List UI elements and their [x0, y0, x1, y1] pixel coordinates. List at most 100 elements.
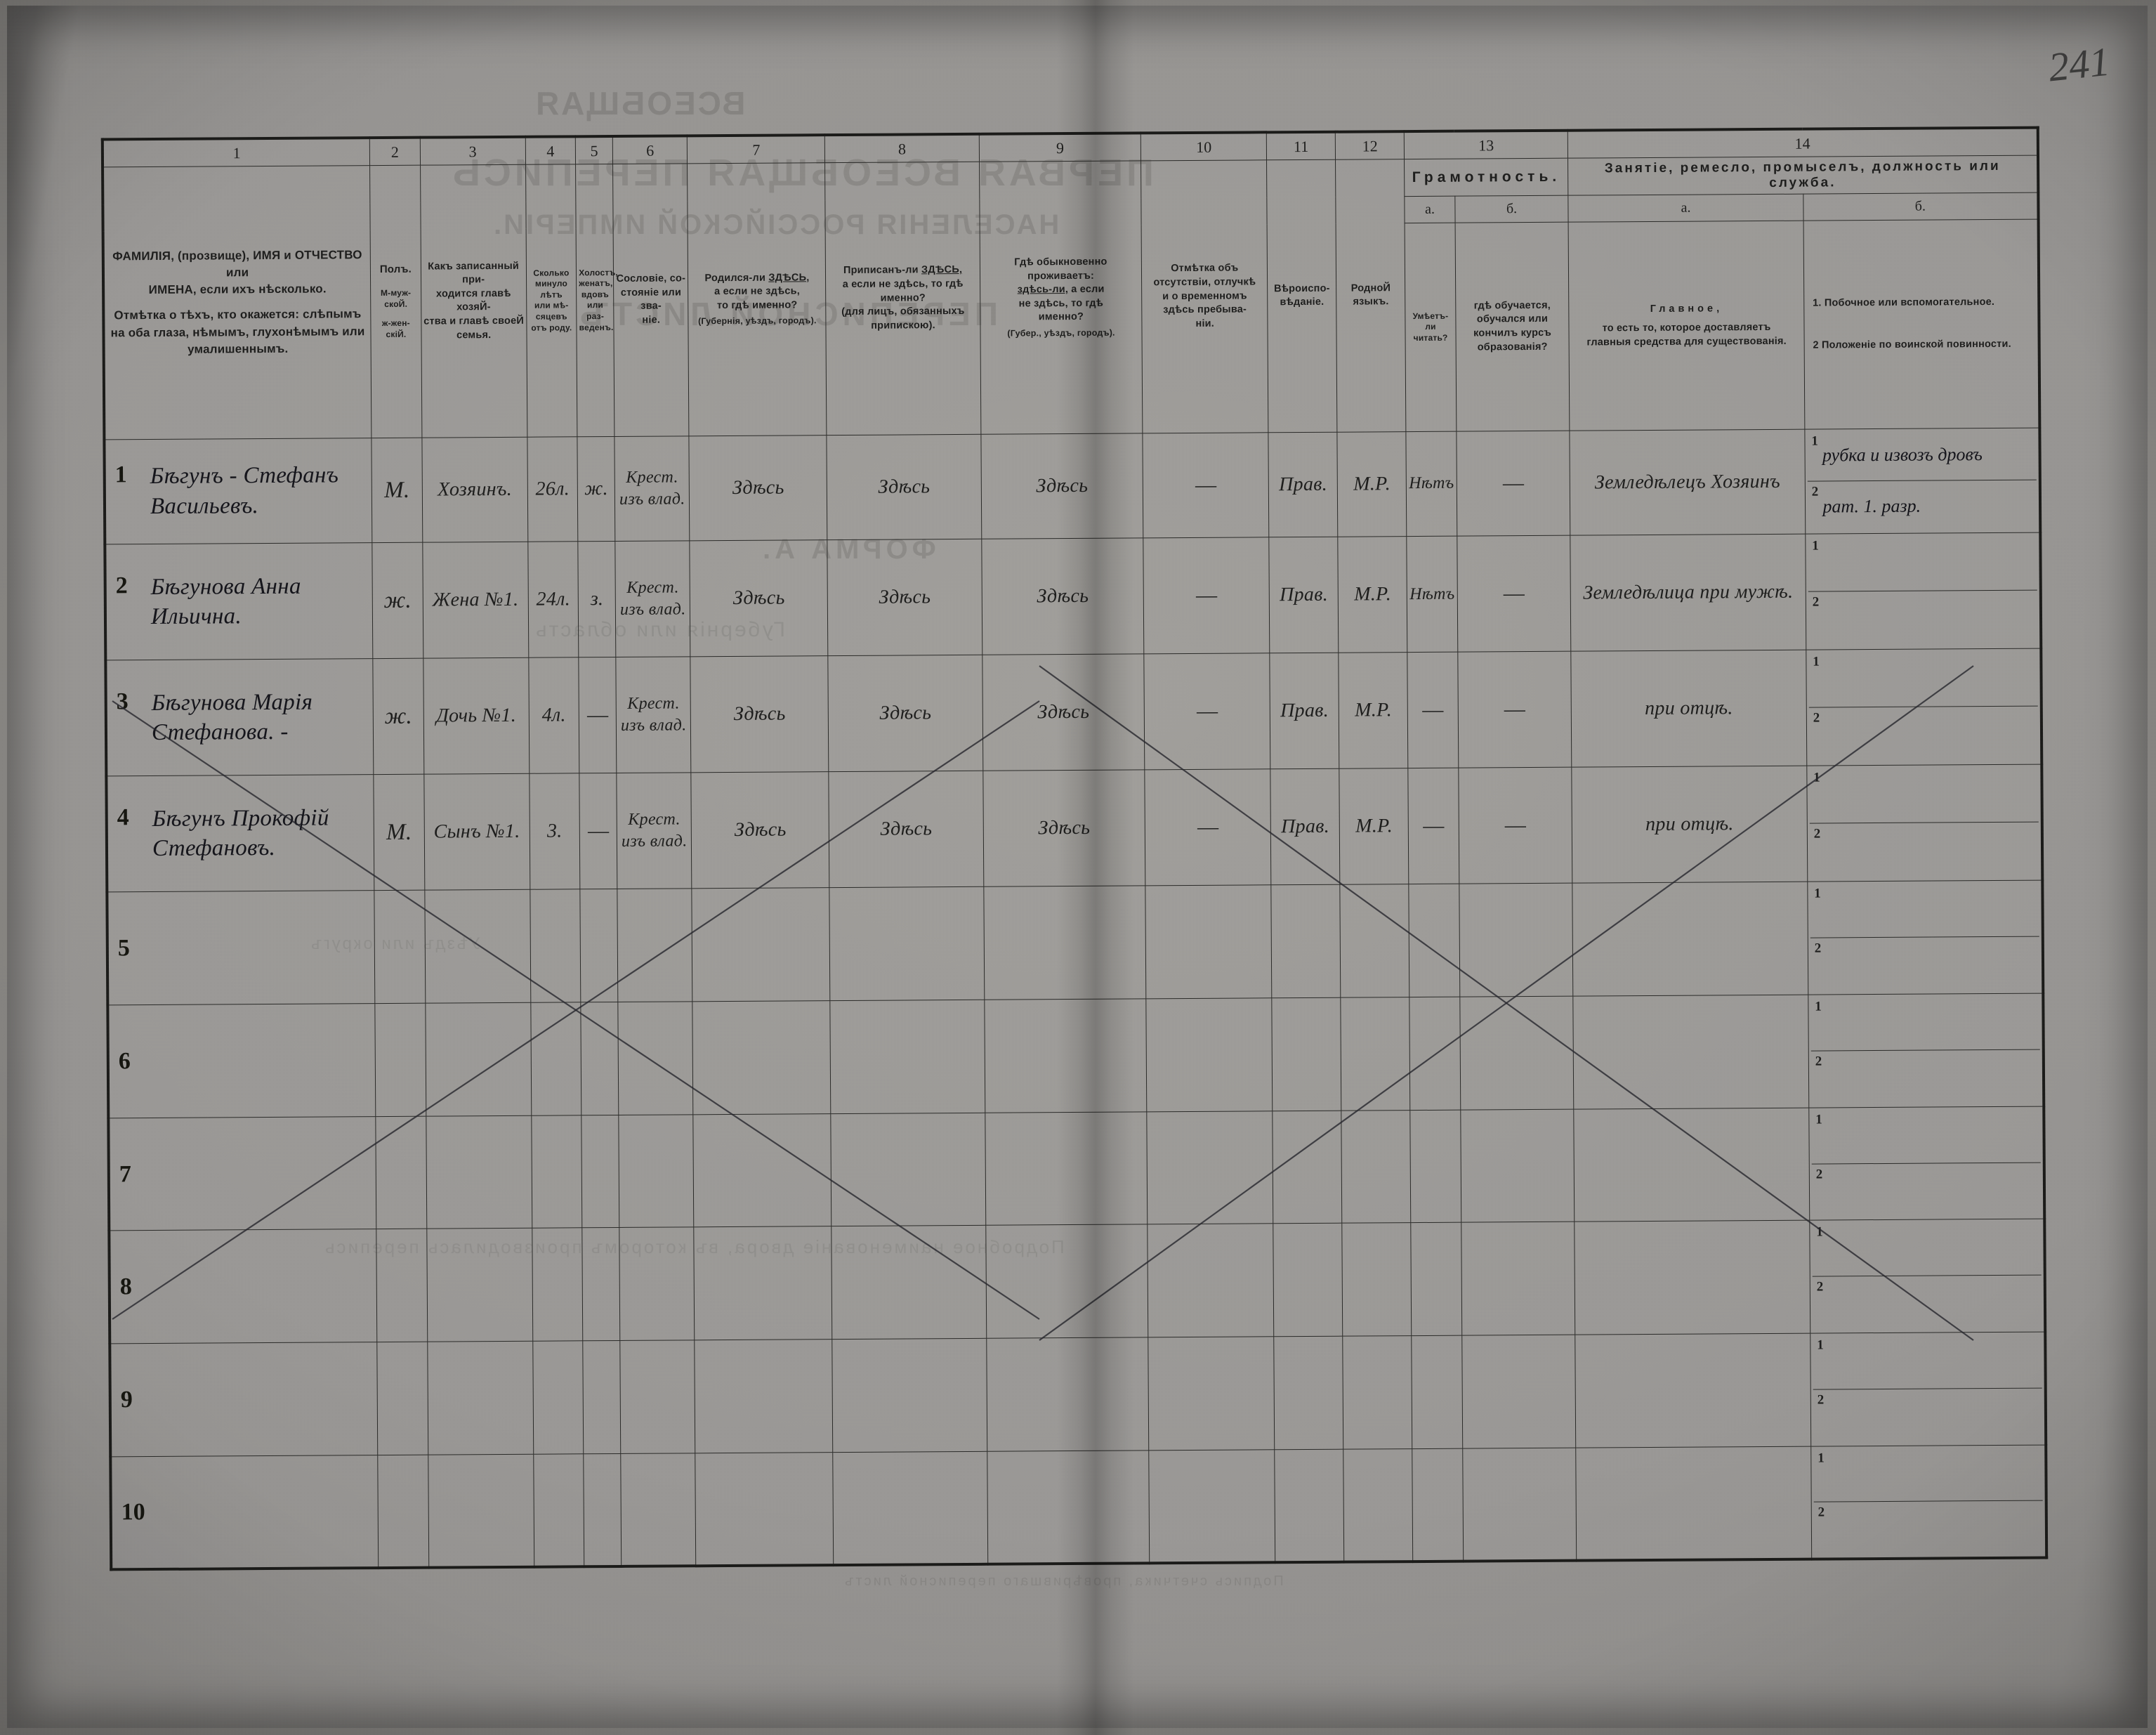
cell-relation[interactable] [427, 1341, 534, 1455]
cell-language[interactable] [1342, 1335, 1413, 1449]
cell-occupation-sub[interactable]: 1 2 [1806, 648, 2042, 766]
cell-religion[interactable] [1274, 1448, 1344, 1563]
cell-marital[interactable]: з. [578, 541, 617, 658]
cell-birthplace[interactable]: Здѣсь [689, 435, 828, 542]
cell-occupation-main[interactable] [1575, 1333, 1811, 1448]
cell-registration[interactable]: Здѣсь [827, 539, 982, 657]
cell-occupation-sub2[interactable]: 2 [1811, 1050, 2041, 1106]
cell-age[interactable] [530, 889, 581, 1003]
cell-literacy-b[interactable] [1461, 1335, 1577, 1448]
cell-occupation-main[interactable] [1573, 995, 1809, 1109]
cell-age[interactable] [533, 1453, 584, 1567]
cell-residence[interactable]: Здѣсь [982, 770, 1146, 887]
cell-language[interactable] [1341, 1110, 1412, 1224]
cell-age[interactable]: 24л. [527, 542, 579, 658]
cell-registration[interactable] [831, 1225, 987, 1340]
cell-registration[interactable] [830, 1000, 985, 1114]
cell-religion[interactable] [1272, 1110, 1343, 1224]
cell-sex[interactable] [376, 1342, 428, 1455]
cell-estate[interactable]: Крест. изъ влад. [615, 541, 691, 657]
cell-occupation-main[interactable] [1576, 1446, 1812, 1561]
cell-occupation-sub[interactable]: 1 рубка и извозъ дровъ 2 рат. 1. разр. [1804, 427, 2041, 535]
cell-language[interactable] [1343, 1448, 1413, 1562]
cell-sex[interactable]: ж. [372, 542, 423, 660]
cell-relation[interactable]: Хозяинъ. [421, 436, 528, 543]
cell-estate[interactable] [619, 1114, 695, 1228]
cell-occupation-sub[interactable]: 1 2 [1805, 532, 2042, 650]
cell-literacy-b[interactable] [1459, 883, 1574, 997]
cell-name[interactable]: 1 Бѣгунъ - Стефанъ Васильевъ. [104, 438, 373, 545]
cell-absence[interactable]: — [1143, 537, 1270, 655]
cell-language[interactable]: М.Р. [1339, 768, 1409, 885]
cell-occupation-sub1[interactable]: 1 [1812, 1221, 2042, 1277]
cell-residence[interactable]: Здѣсь [980, 433, 1144, 539]
cell-age[interactable]: 4л. [528, 657, 580, 774]
cell-religion[interactable]: Прав. [1270, 768, 1341, 886]
table-row[interactable]: 2 Бѣгунова Анна Ильична. ж. Жена №1. 24л… [105, 532, 2042, 661]
cell-occupation-sub[interactable]: 1 2 [1809, 1219, 2046, 1334]
cell-absence[interactable] [1148, 1224, 1274, 1337]
cell-birthplace[interactable]: Здѣсь [690, 540, 829, 657]
cell-relation[interactable] [425, 1002, 532, 1116]
cell-occupation-main[interactable]: при отцѣ. [1572, 766, 1808, 884]
cell-absence[interactable]: — [1144, 653, 1271, 771]
cell-occupation-main[interactable] [1575, 1220, 1810, 1335]
cell-name[interactable]: 9 [110, 1342, 378, 1457]
cell-religion[interactable]: Прав. [1268, 431, 1339, 538]
table-row[interactable]: 8 1 2 [109, 1219, 2046, 1344]
cell-occupation-sub1[interactable]: 1 [1810, 995, 2040, 1052]
cell-sex[interactable] [375, 1003, 426, 1117]
cell-literacy-b[interactable] [1461, 1222, 1576, 1336]
cell-relation[interactable] [424, 889, 531, 1004]
cell-absence[interactable] [1147, 1111, 1273, 1225]
cell-marital[interactable]: — [579, 773, 618, 890]
cell-estate[interactable] [620, 1340, 696, 1454]
cell-relation[interactable]: Дочь №1. [423, 657, 530, 775]
cell-occupation-sub[interactable]: 1 2 [1808, 993, 2044, 1108]
cell-registration[interactable]: Здѣсь [827, 433, 982, 541]
cell-occupation-sub1[interactable]: 1 [1813, 1333, 2042, 1390]
cell-sex[interactable] [376, 1229, 428, 1342]
cell-religion[interactable]: Прав. [1269, 653, 1340, 770]
cell-registration[interactable] [832, 1338, 987, 1453]
cell-registration[interactable]: Здѣсь [829, 771, 984, 889]
cell-estate[interactable]: Крест. изъ влад. [614, 436, 690, 542]
cell-literacy-a[interactable]: Нѣтъ [1406, 431, 1457, 537]
cell-sex[interactable] [377, 1454, 429, 1569]
cell-language[interactable] [1340, 884, 1410, 998]
cell-occupation-sub2[interactable]: 2 [1810, 937, 2040, 993]
cell-residence[interactable] [983, 886, 1147, 1000]
cell-estate[interactable]: Крест. изъ влад. [617, 773, 692, 889]
cell-registration[interactable] [833, 1451, 988, 1566]
cell-name[interactable]: 5 [107, 891, 376, 1006]
cell-age[interactable]: 26л. [527, 436, 579, 542]
cell-name[interactable]: 6 [107, 1003, 376, 1118]
cell-absence[interactable] [1146, 997, 1273, 1112]
cell-occupation-sub1[interactable]: 1 [1809, 766, 2039, 825]
table-row[interactable]: 7 1 2 [108, 1106, 2045, 1231]
cell-age[interactable] [532, 1228, 583, 1342]
cell-name[interactable]: 4 Бѣгунъ Прокофій Стефановъ. [106, 775, 375, 893]
cell-residence[interactable] [984, 998, 1148, 1113]
cell-estate[interactable] [620, 1453, 697, 1566]
cell-occupation-main[interactable]: Земледѣлецъ Хозяинъ [1570, 428, 1806, 536]
cell-birthplace[interactable] [695, 1452, 834, 1566]
cell-occupation-main[interactable] [1574, 1107, 1810, 1222]
cell-language[interactable]: М.Р. [1339, 653, 1409, 769]
cell-occupation-sub2[interactable]: 2 [1810, 823, 2039, 880]
cell-absence[interactable]: — [1143, 432, 1269, 539]
cell-birthplace[interactable] [692, 888, 831, 1002]
cell-absence[interactable] [1148, 1336, 1275, 1451]
cell-residence[interactable] [987, 1450, 1150, 1564]
table-row[interactable]: 5 1 2 [107, 880, 2044, 1006]
cell-registration[interactable] [829, 886, 985, 1001]
cell-literacy-b[interactable]: — [1457, 651, 1572, 768]
cell-birthplace[interactable] [693, 1113, 832, 1228]
cell-occupation-sub1[interactable]: 1 [1810, 882, 2039, 938]
cell-registration[interactable] [831, 1113, 986, 1227]
cell-marital[interactable] [583, 1453, 622, 1567]
cell-occupation-sub2[interactable]: 2 рат. 1. разр. [1808, 480, 2037, 532]
cell-relation[interactable] [426, 1115, 532, 1229]
cell-age[interactable] [532, 1340, 584, 1454]
table-row[interactable]: 3 Бѣгунова Марія Стефанова. - ж. Дочь №1… [105, 648, 2042, 777]
